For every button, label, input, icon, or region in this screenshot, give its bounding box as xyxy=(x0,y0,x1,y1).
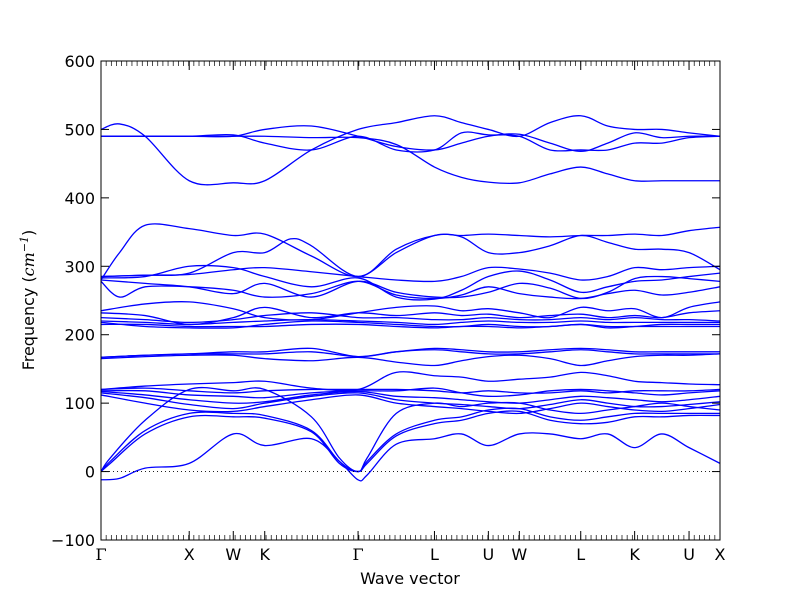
band-line-12 xyxy=(100,306,721,326)
band-line-14 xyxy=(100,319,720,326)
band-line-22 xyxy=(100,387,721,399)
band-line-7 xyxy=(100,265,721,283)
x-tick-label: L xyxy=(576,545,585,564)
y-axis-label-exp: −1 xyxy=(18,236,31,252)
band-line-8 xyxy=(100,264,721,301)
band-line-27 xyxy=(100,407,720,473)
x-tick-label: X xyxy=(715,545,726,564)
y-tick-label: 300 xyxy=(64,257,95,276)
x-tick-label: U xyxy=(483,545,495,564)
y-axis-label-main: Frequency ( xyxy=(19,276,38,370)
band-line-3 xyxy=(100,131,721,153)
band-line-10 xyxy=(100,280,721,300)
y-tick-label: 200 xyxy=(64,326,95,345)
x-tick-label: K xyxy=(259,545,270,564)
y-tick-label: 400 xyxy=(64,189,95,208)
y-axis-label-close: ) xyxy=(19,230,38,236)
band-line-23 xyxy=(100,390,721,404)
x-tick-label: Γ xyxy=(353,545,364,564)
band-line-18 xyxy=(100,349,720,358)
x-tick-label: L xyxy=(430,545,439,564)
band-line-29 xyxy=(100,432,721,482)
band-line-17 xyxy=(100,347,720,358)
band-line-2 xyxy=(100,125,721,152)
plot-frame xyxy=(100,60,721,541)
x-tick-label: U xyxy=(683,545,695,564)
band-line-19 xyxy=(100,353,721,367)
band-line-4 xyxy=(100,135,720,185)
y-axis-label: Frequency (cm−1) xyxy=(18,230,38,371)
y-tick-label: 0 xyxy=(85,463,95,482)
band-line-9 xyxy=(100,275,721,300)
band-line-26 xyxy=(100,386,721,473)
band-line-28 xyxy=(100,410,721,473)
x-tick-label: Γ xyxy=(95,545,106,564)
x-axis-label: Wave vector xyxy=(360,569,460,588)
band-line-1 xyxy=(100,115,721,186)
band-line-16 xyxy=(100,323,720,329)
y-tick-label: 600 xyxy=(64,52,95,71)
y-tick-label: 100 xyxy=(64,394,95,413)
band-line-20 xyxy=(100,371,721,392)
y-tick-label: −100 xyxy=(51,531,95,550)
y-axis-label-unit: cm xyxy=(19,252,38,276)
band-line-25 xyxy=(100,394,721,415)
x-tick-label: K xyxy=(629,545,640,564)
x-tick-label: W xyxy=(225,545,241,564)
band-lines xyxy=(100,115,721,482)
band-line-6 xyxy=(100,233,721,278)
band-line-11 xyxy=(100,300,721,321)
y-tick-label: 500 xyxy=(64,120,95,139)
band-line-13 xyxy=(100,312,721,324)
x-tick-label: W xyxy=(511,545,527,564)
x-tick-label: X xyxy=(184,545,195,564)
